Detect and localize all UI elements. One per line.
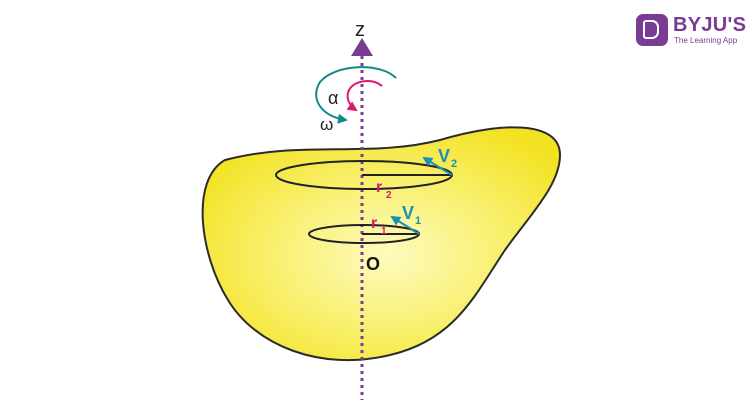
alpha-label: α <box>328 88 338 108</box>
origin-label: O <box>366 254 380 274</box>
brand-tagline: The Learning App <box>674 36 737 46</box>
r1-subscript: 1 <box>381 226 387 237</box>
byjus-badge-icon <box>636 14 668 46</box>
v2-subscript: 2 <box>451 158 457 170</box>
r2-label: r <box>376 179 382 196</box>
omega-label: ω <box>320 115 333 134</box>
axis-label-z: z <box>355 19 365 41</box>
brand-name: BYJU'S <box>673 14 746 36</box>
alpha-rotation-arrow <box>348 81 382 110</box>
v1-label: V <box>402 203 414 223</box>
v2-label: V <box>438 146 450 166</box>
v1-subscript: 1 <box>415 215 421 227</box>
byjus-logo: BYJU'S The Learning App <box>636 14 742 48</box>
r1-label: r <box>371 215 377 232</box>
r2-subscript: 2 <box>386 190 392 201</box>
